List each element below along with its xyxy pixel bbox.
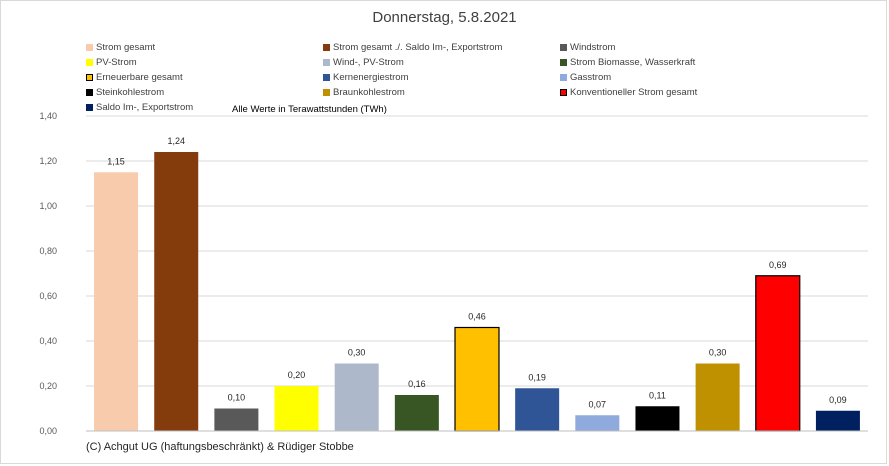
y-tick-label: 0,20 <box>39 381 57 391</box>
data-label: 1,15 <box>107 156 125 166</box>
legend-item: Steinkohlestrom <box>86 87 164 98</box>
bar <box>214 408 259 431</box>
legend-label: PV-Strom <box>96 57 137 68</box>
legend-swatch <box>86 59 93 66</box>
legend-label: Braunkohlestrom <box>333 87 405 98</box>
data-label: 0,46 <box>468 312 486 322</box>
data-label: 0,16 <box>408 379 426 389</box>
bar <box>815 410 860 431</box>
data-label: 0,30 <box>348 348 366 358</box>
legend-swatch <box>560 89 567 96</box>
legend-label: Kernenergiestrom <box>333 72 409 83</box>
legend-label: Steinkohlestrom <box>96 87 165 98</box>
chart-title: Donnerstag, 5.8.2021 <box>372 9 517 26</box>
bar <box>575 415 620 431</box>
legend-label: Gasstrom <box>570 72 612 83</box>
y-tick-label: 1,40 <box>39 111 57 121</box>
legend-swatch <box>560 44 567 51</box>
bar <box>334 363 379 431</box>
legend-label: Konventioneller Strom gesamt <box>570 87 698 98</box>
legend-swatch <box>86 44 93 51</box>
legend-item: Konventioneller Strom gesamt <box>560 87 697 98</box>
legend-label: Windstrom <box>570 42 616 53</box>
legend-swatch <box>323 59 330 66</box>
legend-swatch <box>86 89 93 96</box>
bar <box>274 386 319 431</box>
legend-swatch <box>560 74 567 81</box>
legend-item: Saldo Im-, Exportstrom <box>86 102 193 113</box>
data-label: 0,09 <box>829 395 847 405</box>
legend-swatch <box>323 89 330 96</box>
legend-label: Erneuerbare gesamt <box>96 72 183 83</box>
legend-swatch <box>323 74 330 81</box>
legend-swatch <box>86 104 93 111</box>
legend-item: Strom gesamt <box>86 42 155 53</box>
data-label: 0,07 <box>589 399 607 409</box>
data-label: 0,19 <box>528 372 546 382</box>
legend-item: Braunkohlestrom <box>323 87 405 98</box>
bar <box>454 326 500 432</box>
legend-label: Wind-, PV-Strom <box>333 57 404 68</box>
legend-swatch <box>323 44 330 51</box>
bar <box>695 363 740 431</box>
legend-swatch <box>86 74 93 81</box>
legend-item: Gasstrom <box>560 72 611 83</box>
copyright-note: (C) Achgut UG (haftungsbeschränkt) & Rüd… <box>86 441 354 453</box>
legend-item: Wind-, PV-Strom <box>323 57 404 68</box>
y-tick-label: 1,20 <box>39 156 57 166</box>
legend-label: Saldo Im-, Exportstrom <box>96 102 194 113</box>
bar <box>394 395 439 431</box>
bar <box>94 172 139 431</box>
unit-note: Alle Werte in Terawattstunden (TWh) <box>232 104 387 115</box>
bar <box>154 152 199 431</box>
y-tick-label: 1,00 <box>39 201 57 211</box>
legend-swatch <box>560 59 567 66</box>
legend-item: Kernenergiestrom <box>323 72 409 83</box>
data-label: 0,30 <box>709 348 727 358</box>
legend-label: Strom Biomasse, Wasserkraft <box>570 57 696 68</box>
data-label: 0,11 <box>649 390 666 400</box>
bar <box>755 275 801 432</box>
y-tick-label: 0,00 <box>39 426 57 436</box>
legend-label: Strom gesamt <box>96 42 156 53</box>
bar <box>635 406 680 431</box>
legend-item: PV-Strom <box>86 57 137 68</box>
y-tick-label: 0,40 <box>39 336 57 346</box>
data-label: 0,69 <box>769 260 787 270</box>
data-label: 0,10 <box>228 393 246 403</box>
y-tick-label: 0,80 <box>39 246 57 256</box>
legend-item: Windstrom <box>560 42 615 53</box>
legend-item: Strom Biomasse, Wasserkraft <box>560 57 695 68</box>
legend-label: Strom gesamt ./. Saldo Im-, Exportstrom <box>333 42 503 53</box>
y-tick-label: 0,60 <box>39 291 57 301</box>
bar <box>515 388 560 431</box>
legend-item: Erneuerbare gesamt <box>86 72 183 83</box>
legend-item: Strom gesamt ./. Saldo Im-, Exportstrom <box>323 42 502 53</box>
data-label: 1,24 <box>167 136 185 146</box>
data-label: 0,20 <box>288 370 306 380</box>
